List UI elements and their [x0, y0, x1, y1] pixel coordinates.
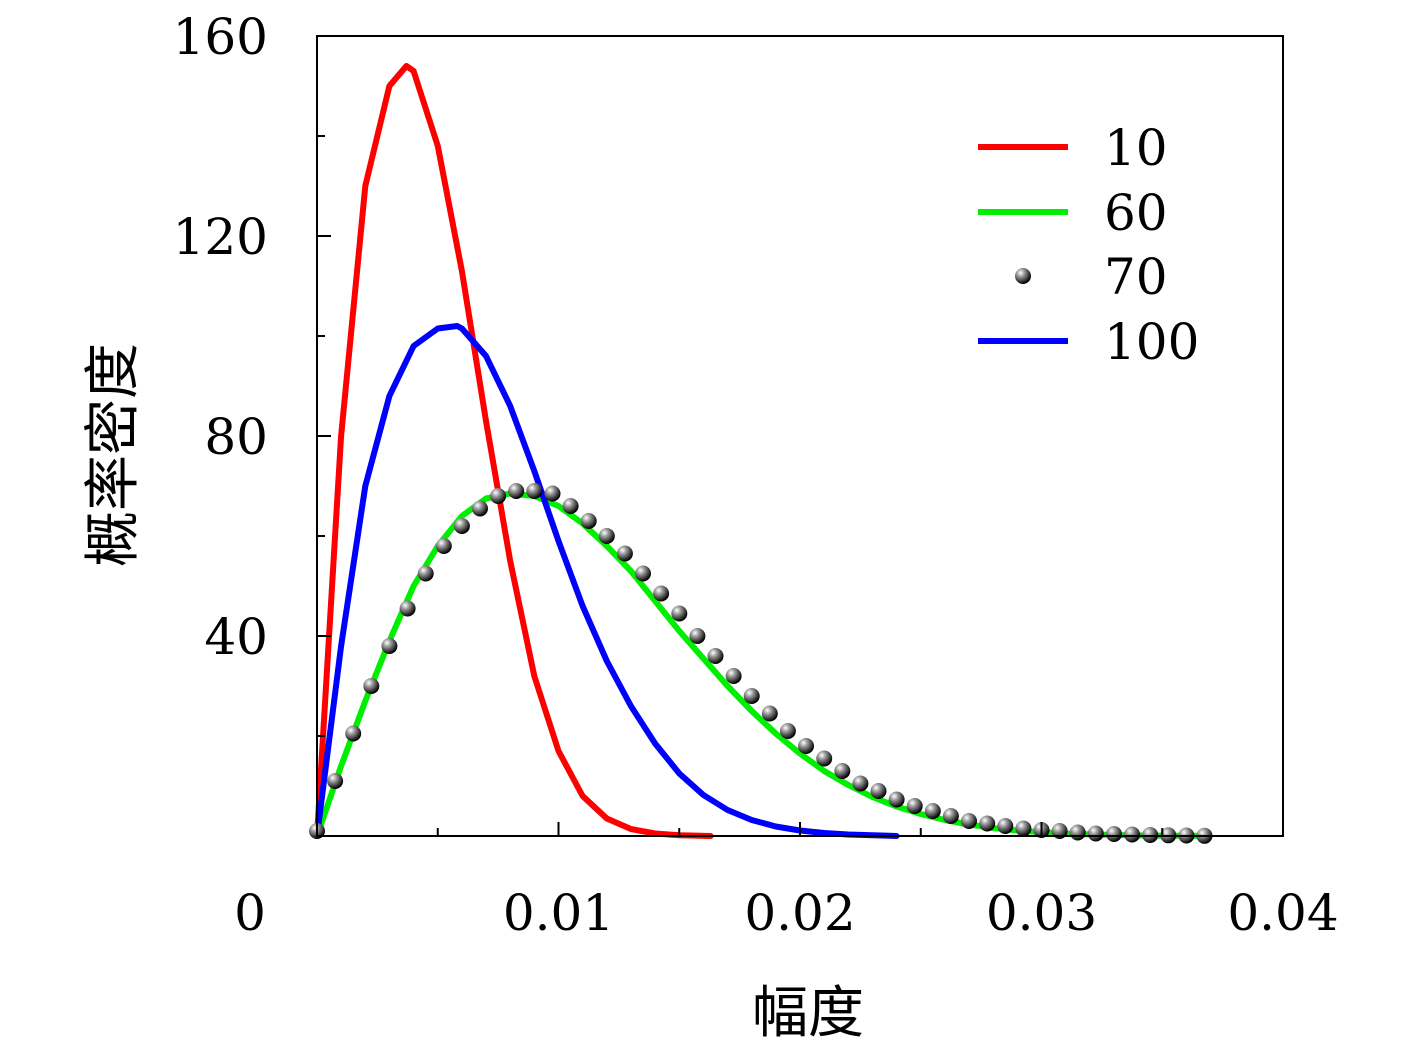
series-70-point [979, 815, 996, 832]
series-70-point [689, 628, 706, 644]
series-70-point [1087, 825, 1104, 842]
series-70-point [508, 483, 525, 499]
series-70-point [816, 750, 833, 767]
series-70-point [779, 723, 796, 739]
series-70-point [381, 638, 398, 654]
x-tick-label: 0.02 [744, 884, 855, 942]
series-70-point [435, 538, 452, 554]
x-axis-label: 幅度 [752, 981, 864, 1044]
series-70-point [399, 600, 416, 617]
legend-label-60: 60 [1104, 184, 1168, 242]
series-70-point [327, 773, 344, 789]
x-tick-label: 0.04 [1227, 884, 1338, 942]
legend-label-10: 10 [1104, 119, 1168, 177]
series-70-point [653, 585, 670, 602]
series-70-point [834, 763, 851, 779]
series-70-point [544, 485, 561, 502]
y-tick-label: 80 [204, 408, 268, 466]
series-70-point [1106, 826, 1122, 842]
legend-label-70: 70 [1104, 248, 1168, 306]
y-tick-label: 120 [173, 208, 268, 266]
series-70-point [761, 705, 778, 722]
series-70-point [580, 513, 597, 529]
x-tick-label: 0 [234, 884, 266, 942]
series-70-point [888, 791, 905, 808]
series-70-point [417, 565, 434, 582]
series-70-point [490, 488, 507, 504]
axis-ticks [316, 35, 1284, 836]
series-70-point [942, 808, 959, 824]
series-70-point [798, 738, 814, 754]
series-70-point [635, 565, 651, 582]
legend-swatch-70 [1015, 268, 1031, 284]
y-axis-label: 概率密度 [81, 343, 146, 567]
series-70-point [707, 648, 724, 664]
series-70-point [870, 783, 887, 799]
series-70-point [1069, 824, 1086, 841]
series-line-100 [314, 323, 900, 839]
series-70-point [453, 518, 470, 534]
series-70-point [961, 813, 977, 829]
series-70-point [598, 528, 615, 544]
series-70-point [616, 545, 633, 562]
legend-label-100: 100 [1104, 313, 1199, 371]
series-70-point [852, 775, 869, 792]
series-70-point [906, 798, 923, 814]
series-70-point [526, 483, 543, 499]
series-70-point [924, 803, 941, 819]
axis-tick-labels: 0 0.01 0.02 0.03 0.04 40 80 120 160 [173, 8, 1339, 942]
series-70-point [743, 688, 760, 704]
series-70-point [363, 678, 380, 694]
x-tick-label: 0.01 [503, 884, 614, 942]
legend: 10 60 70 100 [978, 119, 1199, 371]
y-tick-label: 160 [173, 8, 268, 66]
series-70-point [562, 498, 579, 514]
series-70-point [345, 725, 362, 742]
series-70-point [472, 500, 488, 517]
series-70-point [725, 668, 742, 684]
x-tick-label: 0.03 [986, 884, 1097, 942]
y-tick-label: 40 [204, 608, 268, 666]
series-70-point [671, 605, 688, 622]
series-70-point [1124, 826, 1141, 843]
series-70-point [1015, 820, 1032, 837]
series-70-point [997, 818, 1014, 834]
plot-series-group [314, 63, 1209, 839]
